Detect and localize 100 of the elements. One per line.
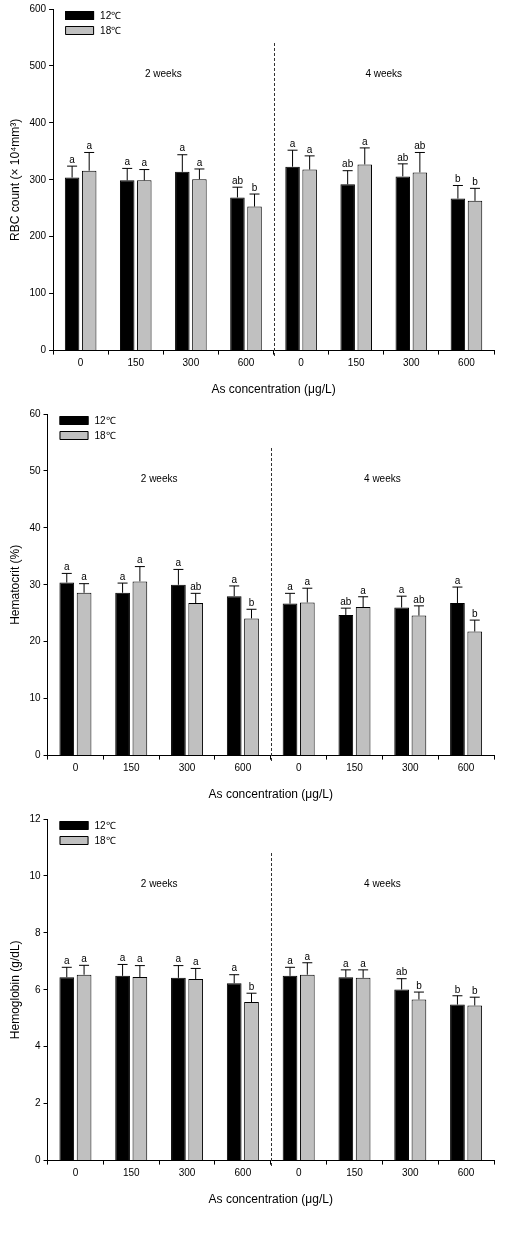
- x-tick-label: 0: [295, 762, 302, 774]
- data-label: ab: [231, 174, 244, 186]
- data-label: a: [360, 957, 367, 969]
- annotation: 2 weeks: [140, 472, 178, 484]
- y-axis-title: RBC count (× 10⁴mm³): [7, 118, 22, 241]
- x-tick-label: 150: [122, 762, 141, 774]
- data-label: a: [360, 584, 367, 596]
- y-tick-label: 12: [29, 812, 41, 824]
- y-tick-label: 8: [34, 926, 41, 938]
- x-tick-label: 0: [72, 762, 79, 774]
- data-label: ab: [414, 140, 426, 152]
- data-label: a: [361, 135, 368, 147]
- x-tick-label: 300: [401, 1167, 420, 1179]
- data-label: ab: [396, 966, 408, 978]
- data-label: ab: [413, 593, 425, 605]
- y-tick-label: 6: [34, 983, 41, 995]
- data-label: a: [81, 953, 88, 965]
- x-tick-label: 150: [122, 1167, 141, 1179]
- x-tick-label: 150: [347, 357, 365, 369]
- legend-label: 12℃: [94, 819, 116, 831]
- data-label: b: [472, 176, 479, 188]
- data-label: a: [196, 156, 203, 168]
- x-tick-label: 150: [127, 357, 145, 369]
- data-label: ab: [397, 151, 409, 163]
- y-tick-label: 2: [34, 1097, 41, 1109]
- x-tick-label: 150: [346, 1167, 364, 1179]
- data-label: a: [137, 953, 144, 965]
- legend-label: 12℃: [94, 414, 116, 426]
- data-label: a: [343, 957, 350, 969]
- x-tick-label: 150: [346, 762, 364, 774]
- annotation: 2 weeks: [144, 67, 182, 79]
- data-label: a: [287, 955, 294, 967]
- data-label: ab: [342, 158, 354, 170]
- data-label: a: [124, 156, 131, 168]
- x-tick-label: 300: [401, 762, 420, 774]
- x-tick-label: 300: [178, 1167, 196, 1179]
- data-label: b: [471, 607, 478, 619]
- x-tick-label: 600: [458, 357, 476, 369]
- y-axis-title: Hemoglobin (g/dL): [7, 940, 22, 1040]
- x-tick-label: 600: [234, 762, 252, 774]
- y-tick-label: 4: [34, 1040, 41, 1052]
- data-label: a: [119, 952, 126, 964]
- y-tick-label: 10: [29, 692, 41, 704]
- x-tick-label: 0: [295, 1167, 302, 1179]
- legend-label: 18℃: [94, 429, 116, 441]
- data-label: b: [455, 173, 462, 185]
- x-axis-title: As concentration (μg/L): [208, 787, 333, 802]
- data-label: a: [192, 956, 199, 968]
- y-tick-label: 0: [40, 344, 47, 356]
- x-tick-label: 0: [77, 357, 84, 369]
- legend-label: 18℃: [100, 24, 122, 36]
- x-tick-label: 300: [402, 357, 421, 369]
- annotation: 2 weeks: [140, 877, 178, 889]
- data-label: a: [86, 140, 93, 152]
- annotation: 4 weeks: [364, 877, 401, 889]
- annotation: 4 weeks: [365, 67, 403, 79]
- data-label: a: [64, 955, 70, 967]
- y-tick-label: 400: [29, 116, 47, 128]
- data-label: ab: [190, 581, 202, 593]
- data-label: a: [304, 950, 311, 962]
- y-tick-label: 600: [29, 2, 47, 14]
- data-label: a: [69, 153, 76, 165]
- x-tick-label: 0: [298, 357, 305, 369]
- data-label: a: [119, 570, 126, 582]
- data-label: a: [137, 554, 144, 566]
- annotation: 4 weeks: [364, 472, 401, 484]
- x-tick-label: 600: [457, 762, 475, 774]
- x-axis-title: As concentration (μg/L): [211, 382, 336, 397]
- data-label: a: [231, 962, 238, 974]
- y-tick-label: 30: [29, 578, 41, 590]
- data-label: a: [287, 581, 294, 593]
- data-label: a: [179, 142, 186, 154]
- data-label: a: [304, 575, 311, 587]
- y-tick-label: 40: [29, 521, 41, 533]
- y-tick-label: 10: [29, 869, 41, 881]
- data-label: b: [471, 984, 478, 996]
- y-axis-title: Hematocrit (%): [7, 544, 22, 625]
- x-tick-label: 300: [178, 762, 196, 774]
- data-label: a: [231, 573, 238, 585]
- data-label: a: [175, 557, 182, 569]
- y-tick-label: 0: [34, 749, 41, 761]
- x-tick-label: 300: [182, 357, 200, 369]
- y-tick-label: 0: [34, 1154, 41, 1166]
- y-tick-label: 50: [29, 464, 41, 476]
- y-tick-label: 60: [29, 407, 41, 419]
- data-label: b: [416, 979, 423, 991]
- data-label: b: [251, 181, 258, 193]
- legend-label: 18℃: [94, 834, 116, 846]
- data-label: a: [81, 571, 88, 583]
- data-label: a: [175, 953, 182, 965]
- y-tick-label: 200: [29, 230, 47, 242]
- data-label: a: [454, 574, 461, 586]
- data-label: b: [248, 597, 255, 609]
- data-label: a: [398, 583, 405, 595]
- x-tick-label: 0: [72, 1167, 79, 1179]
- x-tick-label: 600: [237, 357, 255, 369]
- data-label: a: [306, 143, 313, 155]
- y-tick-label: 100: [29, 287, 47, 299]
- y-tick-label: 500: [29, 59, 47, 71]
- data-label: ab: [340, 595, 352, 607]
